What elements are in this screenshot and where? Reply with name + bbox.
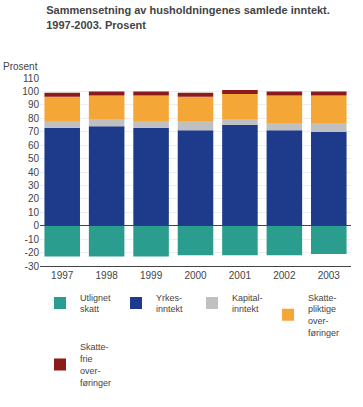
svg-text:Skatte-frieover-føringer: Skatte-frieover-føringer bbox=[80, 342, 111, 387]
svg-text:100: 100 bbox=[22, 86, 39, 97]
svg-text:1998: 1998 bbox=[96, 270, 119, 281]
svg-text:Kapital-inntekt: Kapital-inntekt bbox=[232, 293, 263, 315]
svg-text:Utlignetskatt: Utlignetskatt bbox=[80, 293, 111, 315]
svg-text:2003: 2003 bbox=[318, 270, 341, 281]
svg-text:2000: 2000 bbox=[184, 270, 207, 281]
svg-text:-30: -30 bbox=[25, 261, 40, 272]
svg-text:-10: -10 bbox=[25, 234, 40, 245]
svg-text:2001: 2001 bbox=[229, 270, 252, 281]
svg-text:60: 60 bbox=[28, 140, 40, 151]
svg-text:0: 0 bbox=[33, 220, 39, 231]
svg-text:20: 20 bbox=[28, 193, 40, 204]
svg-text:80: 80 bbox=[28, 113, 40, 124]
svg-text:-20: -20 bbox=[25, 247, 40, 258]
svg-text:2002: 2002 bbox=[273, 270, 296, 281]
svg-text:110: 110 bbox=[23, 73, 39, 84]
svg-text:1997: 1997 bbox=[51, 270, 74, 281]
svg-text:40: 40 bbox=[28, 167, 40, 178]
svg-text:50: 50 bbox=[28, 153, 40, 164]
svg-text:10: 10 bbox=[28, 207, 40, 218]
svg-text:90: 90 bbox=[28, 99, 40, 110]
svg-text:70: 70 bbox=[28, 126, 40, 137]
svg-text:1999: 1999 bbox=[140, 270, 163, 281]
svg-text:Prosent: Prosent bbox=[3, 61, 38, 72]
svg-text:Skatte-pliktigeover-føringer: Skatte-pliktigeover-føringer bbox=[308, 293, 339, 338]
svg-text:Sammensetning av husholdningen: Sammensetning av husholdningenes samlede… bbox=[46, 4, 330, 30]
svg-text:30: 30 bbox=[28, 180, 40, 191]
svg-text:Yrkes-inntekt: Yrkes-inntekt bbox=[156, 293, 183, 315]
